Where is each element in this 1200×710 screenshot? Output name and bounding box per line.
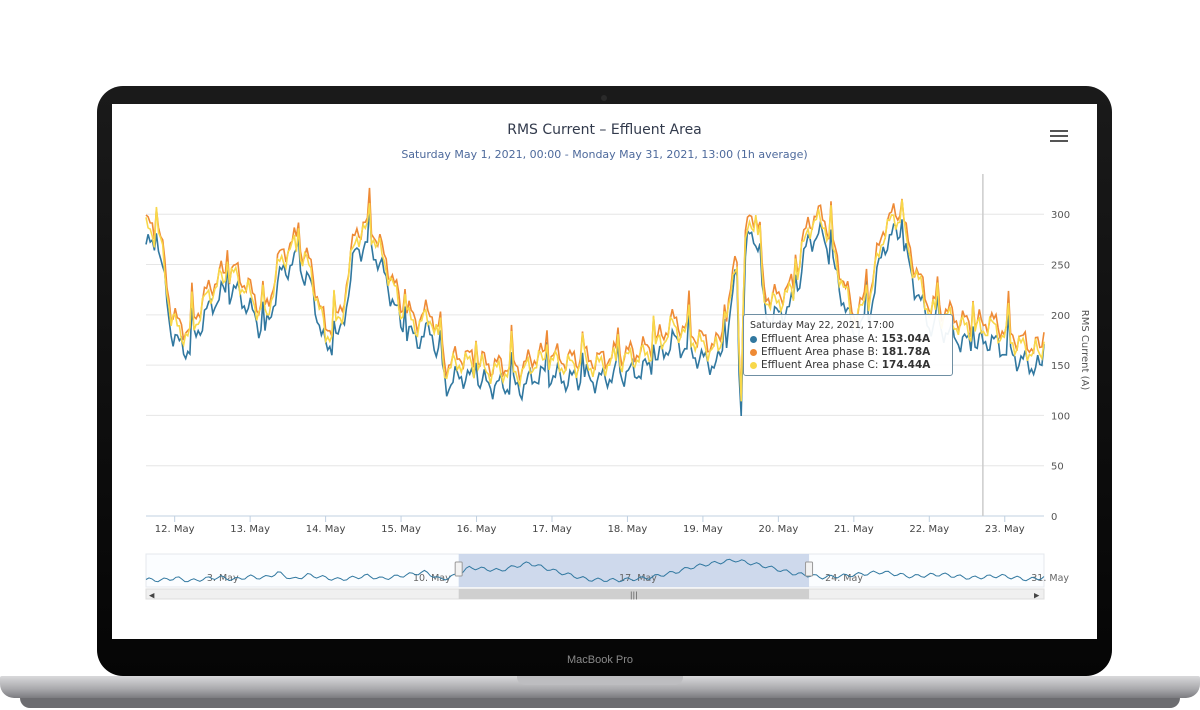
- x-tick-label: 13. May: [230, 524, 270, 535]
- navigator-label: 10. May: [413, 573, 451, 584]
- tooltip: Saturday May 22, 2021, 17:00 Effluent Ar…: [743, 314, 953, 376]
- laptop-base-shadow: [20, 698, 1180, 708]
- tooltip-row-b-value: 181.78A: [881, 346, 931, 358]
- y-tick-label: 250: [1051, 261, 1070, 272]
- y-axis-label: RMS Current (A): [1079, 310, 1090, 391]
- scroll-left-icon[interactable]: ◀: [149, 592, 155, 600]
- device-brand-label: MacBook Pro: [566, 654, 634, 666]
- series-line-a: [145, 204, 1045, 417]
- navigator-line: [145, 558, 1045, 583]
- tooltip-row-b-label: Effluent Area phase B:: [761, 346, 879, 358]
- navigator-handle-left[interactable]: [454, 561, 463, 577]
- chart-subtitle: Saturday May 1, 2021, 00:00 - Monday May…: [401, 148, 808, 161]
- x-tick-label: 14. May: [306, 524, 346, 535]
- series-line-c: [145, 199, 1045, 402]
- x-tick-label: 21. May: [834, 524, 874, 535]
- tooltip-row-b: Effluent Area phase B: 181.78A: [750, 346, 946, 359]
- y-tick-label: 100: [1051, 411, 1070, 422]
- phase-c-dot-icon: [750, 361, 757, 369]
- x-tick-label: 23. May: [985, 524, 1025, 535]
- navigator-handle-right[interactable]: [805, 561, 814, 577]
- x-tick-label: 18. May: [608, 524, 648, 535]
- x-tick-label: 22. May: [909, 524, 949, 535]
- x-tick-label: 16. May: [457, 524, 497, 535]
- chart-title: RMS Current – Effluent Area: [507, 122, 702, 138]
- navigator-selection: [458, 554, 810, 587]
- tooltip-row-a: Effluent Area phase A: 153.04A: [750, 333, 946, 346]
- screen: RMS Current – Effluent Area Saturday May…: [112, 104, 1097, 639]
- x-tick-label: 15. May: [381, 524, 421, 535]
- scroll-right-icon[interactable]: ▶: [1034, 592, 1040, 600]
- tooltip-row-a-label: Effluent Area phase A:: [761, 333, 879, 345]
- phase-a-dot-icon: [750, 335, 757, 343]
- chart-area[interactable]: 0 50 100 150 200 250 300 12. May 13. May 14. May 1…: [112, 104, 1097, 639]
- laptop-base: [0, 676, 1200, 698]
- laptop-notch: [517, 676, 683, 685]
- scrollbar-grip-icon: |||: [630, 591, 638, 600]
- navigator-label: 24. May: [825, 573, 863, 584]
- y-tick-label: 0: [1051, 512, 1057, 523]
- y-tick-label: 150: [1051, 361, 1070, 372]
- camera-icon: [601, 95, 607, 101]
- scrollbar-thumb[interactable]: [458, 589, 810, 599]
- tooltip-row-c: Effluent Area phase C: 174.44A: [750, 359, 946, 372]
- x-tick-label: 17. May: [532, 524, 572, 535]
- x-tick-label: 12. May: [155, 524, 195, 535]
- tooltip-header: Saturday May 22, 2021, 17:00: [750, 320, 895, 331]
- y-tick-label: 50: [1051, 462, 1064, 473]
- tooltip-row-a-value: 153.04A: [881, 333, 931, 345]
- y-tick-label: 200: [1051, 311, 1070, 322]
- x-tick-label: 19. May: [683, 524, 723, 535]
- y-tick-label: 300: [1051, 210, 1070, 221]
- x-tick-label: 20. May: [758, 524, 798, 535]
- tooltip-row-c-value: 174.44A: [881, 359, 931, 371]
- navigator-label: 3. May: [207, 573, 239, 584]
- tooltip-row-c-label: Effluent Area phase C:: [761, 359, 879, 371]
- navigator-label: 31. May: [1031, 573, 1069, 584]
- phase-b-dot-icon: [750, 348, 757, 356]
- hamburger-menu-icon[interactable]: [1050, 130, 1068, 144]
